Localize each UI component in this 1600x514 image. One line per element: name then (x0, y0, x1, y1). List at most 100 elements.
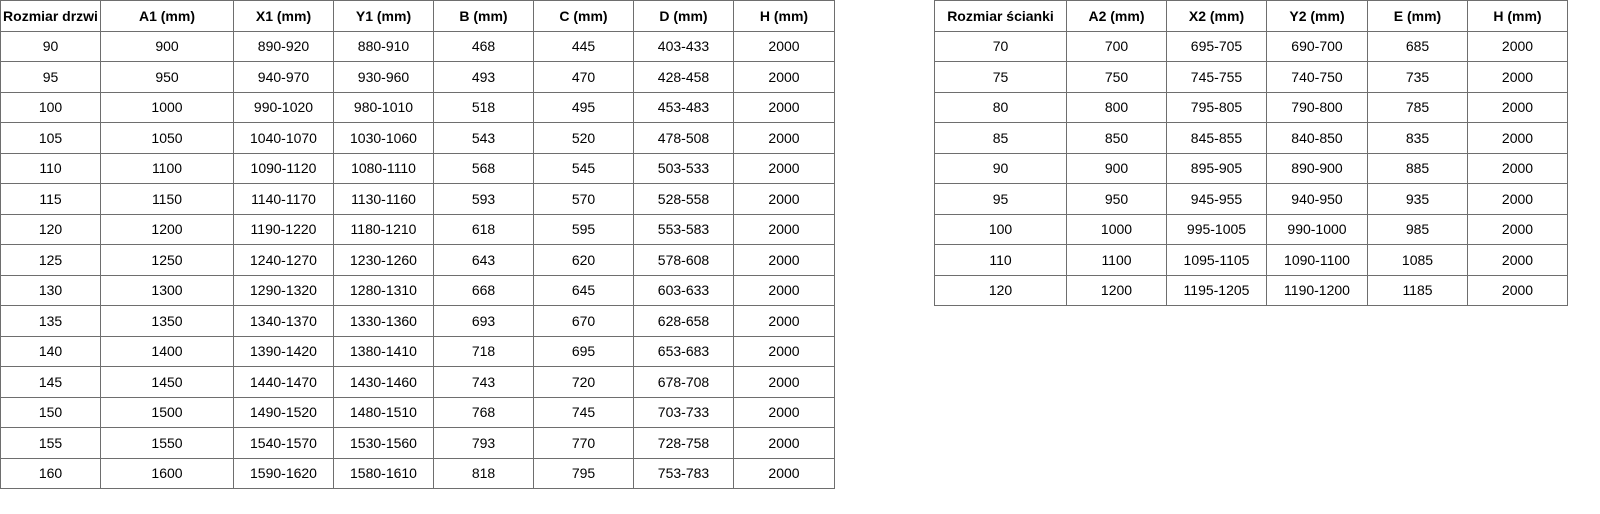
table-cell: 950 (100, 61, 234, 93)
table-cell: 453-483 (633, 91, 734, 123)
table-cell: 2000 (733, 244, 835, 276)
table-cell: 2000 (733, 305, 835, 337)
table-cell: 403-433 (633, 30, 734, 62)
table-row: 95 950 940-970 930-960 493 470 428-458 2000 (0, 61, 835, 93)
table-cell: 690-700 (1266, 30, 1368, 62)
table-row: 140 1400 1390-1420 1380-1410 718 695 653-683 20… (0, 335, 835, 367)
table-cell: 2000 (1467, 244, 1568, 276)
table-row: 90 900 890-920 880-910 468 445 403-433 2000 (0, 30, 835, 62)
table-cell: 645 (533, 274, 634, 306)
table-cell: 2000 (733, 183, 835, 215)
table-cell: 130 (0, 274, 101, 306)
table-cell: 1530-1560 (333, 427, 434, 459)
table-cell: 150 (0, 396, 101, 428)
table-cell: 818 (433, 457, 534, 489)
table-cell: 835 (1367, 122, 1468, 154)
table-cell: 110 (934, 244, 1067, 276)
table-cell: 668 (433, 274, 534, 306)
column-header: Y1 (mm) (333, 0, 434, 32)
table-cell: 678-708 (633, 366, 734, 398)
table-row: 105 1050 1040-1070 1030-1060 543 520 478-508 20… (0, 122, 835, 154)
table-cell: 2000 (733, 335, 835, 367)
table-cell: 570 (533, 183, 634, 215)
column-header: A2 (mm) (1066, 0, 1167, 32)
table-header-row: Rozmiar ścianki A2 (mm) X2 (mm) Y2 (mm) E (m… (934, 0, 1568, 32)
table-cell: 593 (433, 183, 534, 215)
table-cell: 140 (0, 335, 101, 367)
table-cell: 478-508 (633, 122, 734, 154)
table-cell: 743 (433, 366, 534, 398)
table-cell: 595 (533, 213, 634, 245)
table-cell: 1330-1360 (333, 305, 434, 337)
table-cell: 1100 (100, 152, 234, 184)
table-cell: 745 (533, 396, 634, 428)
table-cell: 1000 (100, 91, 234, 123)
table-cell: 1080-1110 (333, 152, 434, 184)
table-row: 110 1100 1095-1105 1090-1100 1085 2000 (934, 244, 1568, 276)
table-cell: 1290-1320 (233, 274, 334, 306)
table-cell: 845-855 (1166, 122, 1267, 154)
table-cell: 1180-1210 (333, 213, 434, 245)
table-cell: 1050 (100, 122, 234, 154)
table-cell: 1450 (100, 366, 234, 398)
table-cell: 503-533 (633, 152, 734, 184)
table-header-row: Rozmiar drzwi A1 (mm) X1 (mm) Y1 (mm) B (mm)… (0, 0, 835, 32)
table-cell: 793 (433, 427, 534, 459)
column-header: E (mm) (1367, 0, 1468, 32)
table-cell: 1030-1060 (333, 122, 434, 154)
table-cell: 735 (1367, 61, 1468, 93)
table-row: 100 1000 990-1020 980-1010 518 495 453-483 2000 (0, 91, 835, 123)
table-cell: 120 (0, 213, 101, 245)
table-row: 120 1200 1195-1205 1190-1200 1185 2000 (934, 274, 1568, 306)
table-cell: 2000 (733, 396, 835, 428)
table-cell: 1480-1510 (333, 396, 434, 428)
table-cell: 135 (0, 305, 101, 337)
table-cell: 620 (533, 244, 634, 276)
table-cell: 1140-1170 (233, 183, 334, 215)
table-cell: 750 (1066, 61, 1167, 93)
table-row: 135 1350 1340-1370 1330-1360 693 670 628-658 20… (0, 305, 835, 337)
table-cell: 120 (934, 274, 1067, 306)
table-cell: 1150 (100, 183, 234, 215)
table-cell: 1540-1570 (233, 427, 334, 459)
table-cell: 740-750 (1266, 61, 1368, 93)
table-cell: 1380-1410 (333, 335, 434, 367)
table-cell: 100 (0, 91, 101, 123)
table-cell: 995-1005 (1166, 213, 1267, 245)
table-cell: 980-1010 (333, 91, 434, 123)
table-cell: 85 (934, 122, 1067, 154)
table-cell: 2000 (1467, 183, 1568, 215)
table-cell: 100 (934, 213, 1067, 245)
table-cell: 160 (0, 457, 101, 489)
table-cell: 1130-1160 (333, 183, 434, 215)
table-cell: 90 (0, 30, 101, 62)
table-cell: 720 (533, 366, 634, 398)
table-cell: 753-783 (633, 457, 734, 489)
table-cell: 1340-1370 (233, 305, 334, 337)
table-row: 145 1450 1440-1470 1430-1460 743 720 678-708 20… (0, 366, 835, 398)
table-cell: 685 (1367, 30, 1468, 62)
table-cell: 1190-1220 (233, 213, 334, 245)
table-cell: 528-558 (633, 183, 734, 215)
table-cell: 990-1020 (233, 91, 334, 123)
table-cell: 80 (934, 91, 1067, 123)
table-row: 75 750 745-755 740-750 735 2000 (934, 61, 1568, 93)
table-cell: 1085 (1367, 244, 1468, 276)
table-cell: 745-755 (1166, 61, 1267, 93)
table-cell: 990-1000 (1266, 213, 1368, 245)
table-cell: 728-758 (633, 427, 734, 459)
table-cell: 90 (934, 152, 1067, 184)
table-row: 150 1500 1490-1520 1480-1510 768 745 703-733 20… (0, 396, 835, 428)
table-cell: 785 (1367, 91, 1468, 123)
table-cell: 603-633 (633, 274, 734, 306)
table-cell: 470 (533, 61, 634, 93)
column-header: H (mm) (733, 0, 835, 32)
table-cell: 2000 (1467, 61, 1568, 93)
table-cell: 653-683 (633, 335, 734, 367)
table-cell: 1500 (100, 396, 234, 428)
table-cell: 2000 (1467, 213, 1568, 245)
table-cell: 1000 (1066, 213, 1167, 245)
table-cell: 568 (433, 152, 534, 184)
table-cell: 950 (1066, 183, 1167, 215)
table-cell: 1350 (100, 305, 234, 337)
